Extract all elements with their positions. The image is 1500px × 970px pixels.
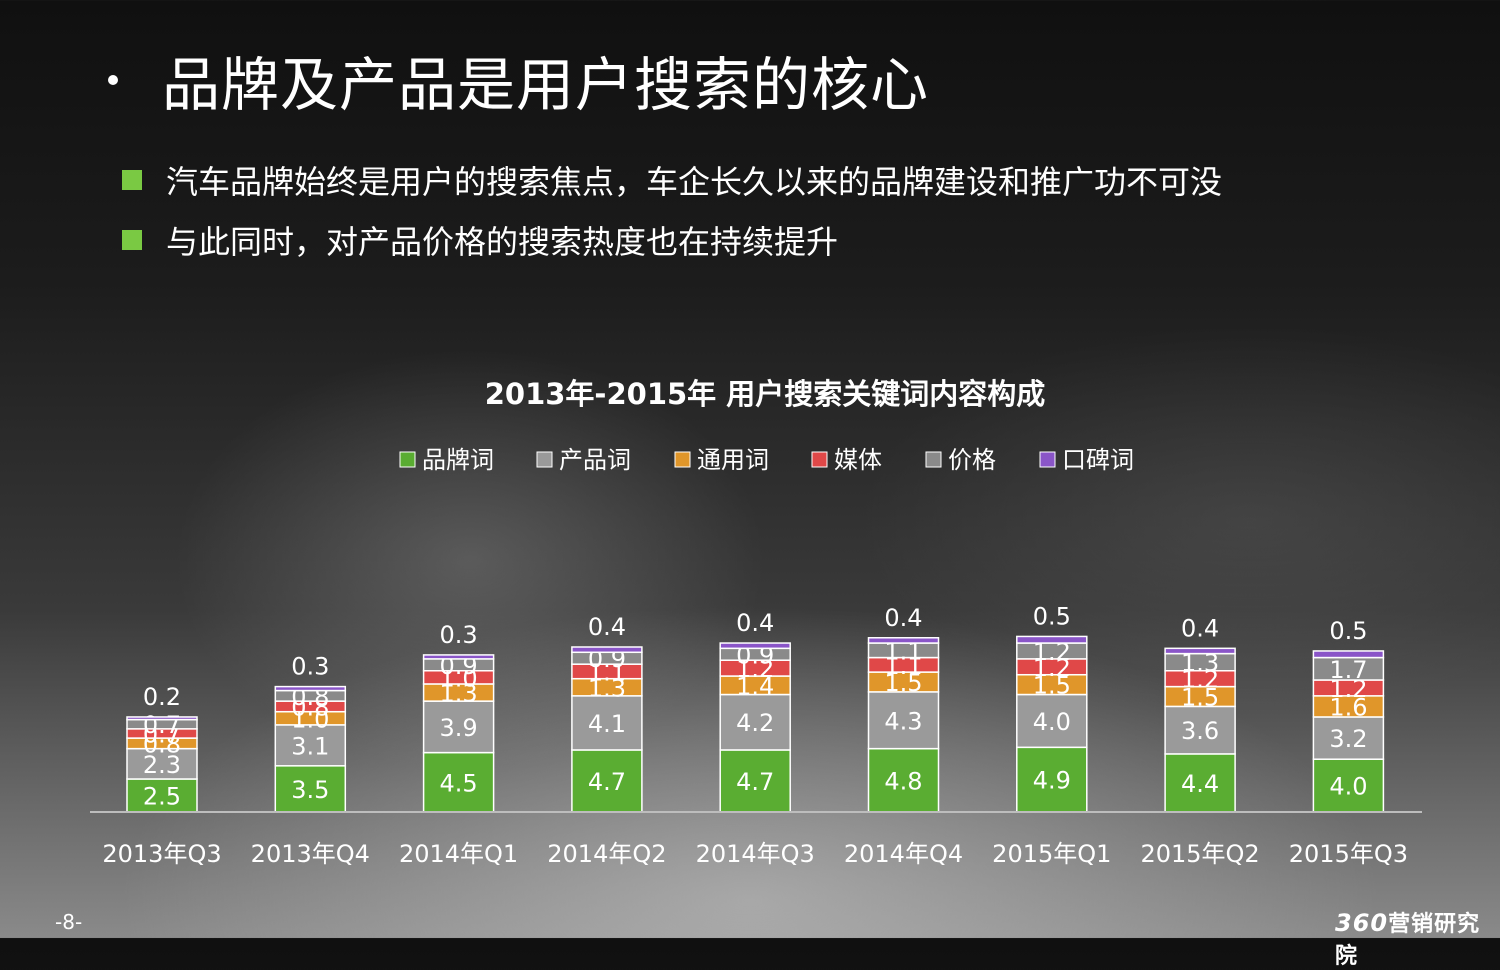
data-label: 2.5: [143, 783, 181, 811]
chart-legend: 品牌词 产品词 通用词 媒体 价格 口碑词: [399, 446, 1134, 474]
bar-segment: [719, 642, 791, 650]
x-tick-label: 2013年Q3: [102, 840, 221, 868]
brand-logo-number: 360: [1335, 909, 1389, 937]
data-label: 1.6: [1329, 693, 1367, 721]
bar-segment: [571, 695, 643, 751]
data-label: 0.3: [291, 653, 329, 681]
legend-label: 口碑词: [1062, 446, 1134, 474]
title-bullet-dot: [108, 75, 118, 85]
page-number: -8-: [55, 910, 83, 934]
legend-label: 媒体: [834, 446, 882, 474]
bullet-text: 汽车品牌始终是用户的搜索焦点，车企长久以来的品牌建设和推广功不可没: [166, 163, 1223, 201]
data-label: 1.5: [884, 669, 922, 697]
x-tick-label: 2015年Q1: [992, 840, 1111, 868]
bar-segment: [1312, 650, 1385, 659]
data-label: 1.5: [1033, 672, 1071, 700]
bullet-square-icon: [122, 170, 142, 190]
bullet-item: 与此同时，对产品价格的搜索热度也在持续提升: [122, 210, 1222, 270]
x-tick-label: 2013年Q4: [251, 840, 370, 868]
bar-segment: [1164, 647, 1236, 655]
chart-bars: 2.52.30.80.70.70.23.53.11.00.80.80.34.53…: [126, 602, 1385, 813]
bar-segment: [422, 700, 495, 754]
bullet-text: 与此同时，对产品价格的搜索热度也在持续提升: [166, 223, 839, 261]
x-tick-label: 2015年Q3: [1289, 840, 1408, 868]
slide-title: 品牌及产品是用户搜索的核心: [100, 38, 929, 122]
bar-segment: [1016, 635, 1088, 644]
bar-segment: [1016, 746, 1088, 813]
bar-segment: [274, 724, 347, 767]
bar-segment: [867, 637, 940, 644]
data-label: 2.3: [143, 751, 181, 779]
slide-title-text: 品牌及产品是用户搜索的核心: [162, 51, 930, 119]
x-tick-label: 2014年Q4: [844, 840, 963, 868]
legend-swatch: [674, 451, 691, 468]
data-label: 3.6: [1181, 717, 1219, 745]
data-label: 4.4: [1181, 770, 1219, 798]
data-label: 0.5: [1033, 602, 1071, 630]
data-label: 3.1: [291, 732, 329, 760]
data-label: 4.8: [884, 767, 922, 795]
data-label: 0.4: [588, 613, 626, 641]
bullet-list: 汽车品牌始终是用户的搜索焦点，车企长久以来的品牌建设和推广功不可没 与此同时，对…: [122, 150, 1222, 270]
legend-label: 产品词: [559, 446, 631, 474]
data-label: 0.5: [1329, 617, 1367, 645]
data-label: 0.4: [1181, 614, 1219, 642]
legend-swatch: [811, 451, 828, 468]
data-label: 0.4: [884, 604, 922, 632]
x-axis-ticks: 2013年Q3 2013年Q4 2014年Q1 2014年Q2 2014年Q3 2014年…: [102, 840, 1408, 868]
bar-segment: [126, 747, 198, 780]
chart-title: 2013年-2015年 用户搜索关键词内容构成: [485, 377, 1046, 411]
bar-segment: [1016, 693, 1088, 749]
bar-segment: [571, 646, 643, 654]
bar-segment: [1312, 758, 1385, 813]
bar-segment: [1164, 753, 1236, 813]
x-tick-label: 2015年Q2: [1140, 840, 1259, 868]
x-tick-label: 2014年Q2: [547, 840, 666, 868]
data-label: 3.2: [1329, 725, 1367, 753]
data-label: 4.1: [588, 710, 626, 738]
legend-swatch: [536, 451, 553, 468]
data-label: 4.2: [736, 709, 774, 737]
bar-segment: [719, 693, 791, 751]
data-label: 4.7: [736, 768, 774, 796]
data-label: 3.5: [291, 776, 329, 804]
x-tick-label: 2014年Q1: [399, 840, 518, 868]
data-label: 0.2: [143, 683, 181, 711]
legend-label: 通用词: [697, 446, 769, 474]
legend-label: 品牌词: [422, 446, 494, 474]
legend-swatch: [925, 451, 942, 468]
data-label: 3.9: [440, 714, 478, 742]
bar-segment: [719, 749, 791, 813]
stacked-bar-chart: 2013年-2015年 用户搜索关键词内容构成 品牌词 产品词 通用词 媒体 价格 口碑词…: [90, 377, 1422, 868]
data-label: 4.5: [440, 769, 478, 797]
bar-segment: [274, 685, 347, 692]
bar-segment: [126, 716, 198, 721]
data-label: 4.0: [1329, 773, 1367, 801]
legend-label: 价格: [948, 446, 996, 474]
bar-segment: [274, 765, 347, 813]
legend-swatch: [1039, 451, 1056, 468]
data-label: 1.4: [736, 672, 774, 700]
data-label: 1.5: [1181, 684, 1219, 712]
bullet-square-icon: [122, 230, 142, 250]
data-label: 4.3: [884, 707, 922, 735]
bar-segment: [867, 747, 940, 813]
data-label: 1.7: [1329, 656, 1367, 684]
data-label: 4.0: [1033, 708, 1071, 736]
bullet-item: 汽车品牌始终是用户的搜索焦点，车企长久以来的品牌建设和推广功不可没: [122, 150, 1222, 210]
legend-swatch: [399, 451, 416, 468]
data-label: 0.3: [440, 621, 478, 649]
brand-logo: 360营销研究院: [1335, 906, 1500, 970]
x-tick-label: 2014年Q3: [696, 840, 815, 868]
bar-segment: [422, 654, 495, 660]
data-label: 0.4: [736, 609, 774, 637]
data-label: 0.7: [143, 711, 181, 739]
data-label: 4.9: [1033, 767, 1071, 795]
data-label: 4.7: [588, 768, 626, 796]
